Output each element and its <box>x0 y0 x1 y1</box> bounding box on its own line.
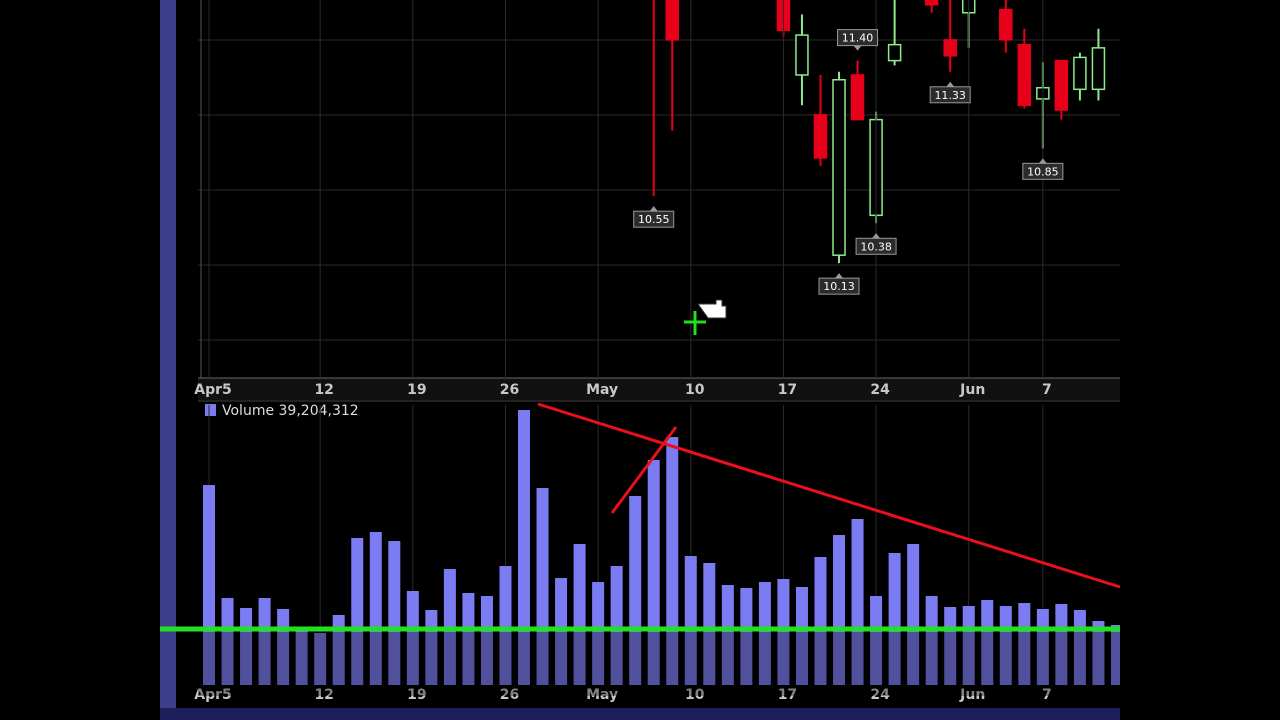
date-label: 10 <box>685 382 705 398</box>
volume-bar <box>369 532 382 685</box>
price-tag-pointer <box>853 45 862 51</box>
volume-bar <box>295 628 308 685</box>
volume-bar <box>758 582 771 685</box>
date-label: 17 <box>778 687 797 703</box>
price-tag: 10.55 <box>638 213 670 226</box>
date-label: Jun <box>959 687 985 703</box>
trend-line-steep <box>610 426 678 514</box>
date-label: 26 <box>500 382 519 398</box>
volume-bar <box>314 633 327 685</box>
date-label: 10 <box>685 687 705 703</box>
date-label: Jun <box>959 382 985 398</box>
candle-body <box>665 0 679 41</box>
price-tag-pointer <box>649 206 658 212</box>
date-label: 19 <box>407 382 426 398</box>
price-tag: 11.33 <box>934 89 966 102</box>
volume-bar <box>1110 625 1120 685</box>
volume-bar <box>814 557 827 685</box>
candle-body <box>999 8 1013 41</box>
volume-bar <box>795 587 808 685</box>
date-label: Apr5 <box>194 382 232 398</box>
date-label: 19 <box>407 687 426 703</box>
volume-icon <box>205 404 216 416</box>
volume-bar <box>703 563 716 685</box>
price-tag-pointer <box>946 81 955 87</box>
date-label: 24 <box>870 382 890 398</box>
volume-bar <box>1092 621 1105 685</box>
date-label: 12 <box>314 687 333 703</box>
volume-bar <box>684 556 697 685</box>
date-label: 26 <box>500 687 519 703</box>
candles <box>652 0 1106 264</box>
volume-bar <box>888 553 901 685</box>
candle-body <box>924 0 939 6</box>
volume-bar <box>777 579 790 685</box>
price-tag: 11.40 <box>842 32 874 45</box>
bottom-frame <box>160 708 1120 720</box>
price-tag-pointer <box>1038 158 1047 164</box>
volume-bar <box>629 496 642 685</box>
candle-body <box>943 39 957 57</box>
candle-body <box>795 34 809 76</box>
volume-bar <box>1018 603 1031 685</box>
volume-bar <box>666 437 679 685</box>
price-tag: 10.38 <box>860 240 892 253</box>
date-label: Apr5 <box>194 687 232 703</box>
volume-bar <box>406 591 419 685</box>
volume-bar <box>258 598 271 685</box>
volume-bar <box>462 593 475 685</box>
volume-bar <box>925 596 938 685</box>
volume-bar <box>740 588 753 685</box>
volume-bar <box>833 535 846 685</box>
date-label: 7 <box>1042 687 1052 703</box>
candle-body <box>1091 47 1106 91</box>
volume-bar <box>518 410 531 685</box>
candle-body <box>1054 59 1069 111</box>
volume-bar <box>573 544 586 685</box>
candle-body <box>813 114 828 159</box>
volume-title: Volume 39,204,312 <box>222 403 359 419</box>
volume-bar <box>203 485 215 685</box>
lower-shade <box>198 632 1120 696</box>
volume-bar <box>480 596 493 685</box>
volume-bar <box>999 606 1012 685</box>
volume-bar <box>851 519 864 685</box>
volume-bar <box>907 544 920 685</box>
price-grid <box>198 39 1120 341</box>
candle-body <box>1017 43 1032 107</box>
volume-bar <box>870 596 883 685</box>
price-tag-pointer <box>872 233 881 239</box>
volume-bar <box>962 606 975 685</box>
date-label: 7 <box>1042 382 1052 398</box>
price-tag: 10.85 <box>1027 165 1059 178</box>
volume-bar <box>332 615 345 685</box>
date-label: 12 <box>314 382 333 398</box>
candle-body <box>832 78 846 256</box>
candle-body <box>850 74 865 121</box>
date-label: May <box>586 382 618 398</box>
left-frame <box>160 0 176 720</box>
volume-bar <box>499 566 512 685</box>
date-axis-band <box>198 378 1120 400</box>
volume-bar <box>610 566 623 685</box>
volume-bar <box>592 582 605 685</box>
chart-layer: Apr5 12 19 26 May 10 17 24 Jun 7 10.55 10.13 10.38 11… <box>194 0 1120 703</box>
volume-bar <box>388 541 401 685</box>
candle-body <box>887 43 902 62</box>
volume-bar <box>351 538 364 685</box>
volume-bar <box>981 600 994 685</box>
volume-bar <box>1055 604 1068 685</box>
price-tag-pointer <box>835 273 844 279</box>
cursor <box>684 299 727 335</box>
price-tag: 10.13 <box>823 280 855 293</box>
candle-body <box>1073 56 1087 91</box>
date-label: May <box>586 687 618 703</box>
trend-line <box>537 402 1121 589</box>
volume-bar <box>536 488 549 685</box>
date-label: 24 <box>870 687 890 703</box>
date-label: 17 <box>778 382 797 398</box>
volume-bar <box>221 598 234 685</box>
volume-bar <box>721 585 734 685</box>
